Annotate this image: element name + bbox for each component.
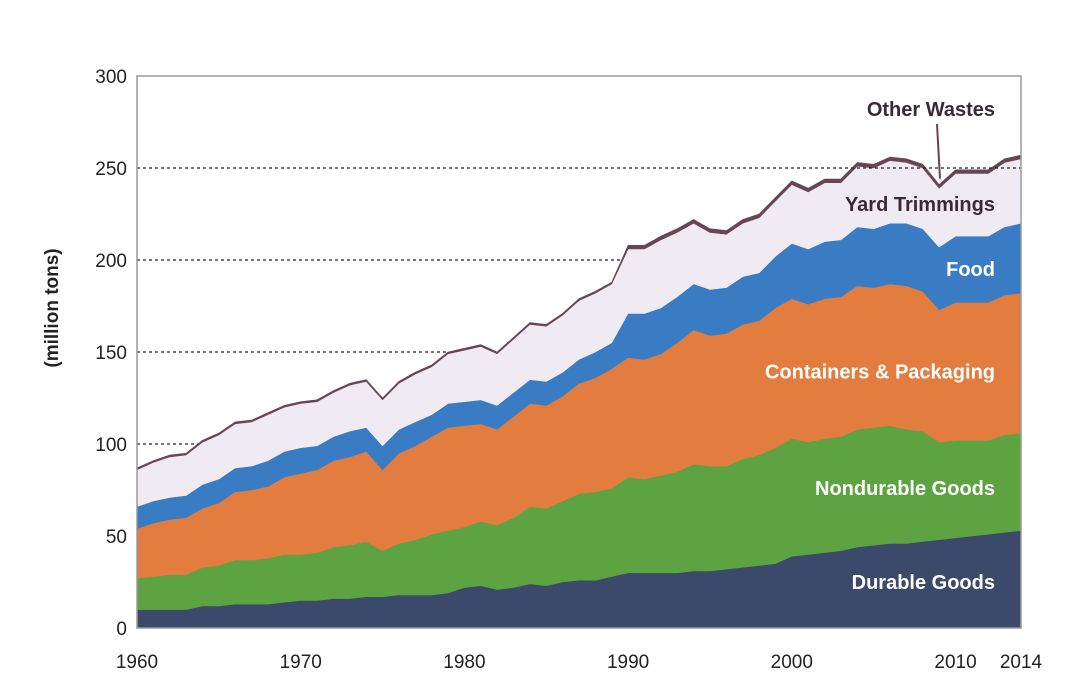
series-label-other-wastes: Other Wastes: [867, 99, 995, 121]
y-tick-label: 50: [106, 527, 127, 548]
frame-layer: [136, 75, 1022, 629]
y-tick-label: 150: [95, 343, 127, 364]
y-tick-label: 300: [95, 67, 127, 88]
series-label-containers-packaging: Containers & Packaging: [765, 361, 995, 383]
series-label-yard-trimmings: Yard Trimmings: [845, 194, 995, 216]
areas-layer: [136, 154, 1022, 629]
series-label-durable-goods: Durable Goods: [852, 572, 995, 594]
y-tick-label: 250: [95, 159, 127, 180]
gridlines-layer: [137, 167, 1021, 445]
y-tick-label: 0: [116, 619, 127, 640]
ticks-layer: 0 50 100 150 200 250 300 1960 1970 1980 1990 2000 20…: [95, 67, 1042, 673]
series-label-food: Food: [946, 259, 995, 281]
other-wastes-pointer: [936, 123, 941, 179]
x-tick-label: 2010: [934, 652, 976, 673]
series-labels-layer: Durable Goods Nondurable Goods Containers …: [765, 99, 995, 594]
x-tick-label: 1980: [443, 652, 485, 673]
series-label-nondurable-goods: Nondurable Goods: [815, 478, 995, 500]
x-tick-label: 1990: [607, 652, 649, 673]
plot-frame: [136, 75, 1022, 629]
x-tick-label: 2014: [1000, 652, 1043, 673]
x-tick-label: 2000: [771, 652, 813, 673]
y-tick-label: 200: [95, 251, 127, 272]
x-tick-label: 1960: [116, 652, 158, 673]
y-axis-title: (million tons): [42, 248, 63, 367]
x-tick-label: 1970: [280, 652, 322, 673]
y-tick-label: 100: [95, 435, 127, 456]
